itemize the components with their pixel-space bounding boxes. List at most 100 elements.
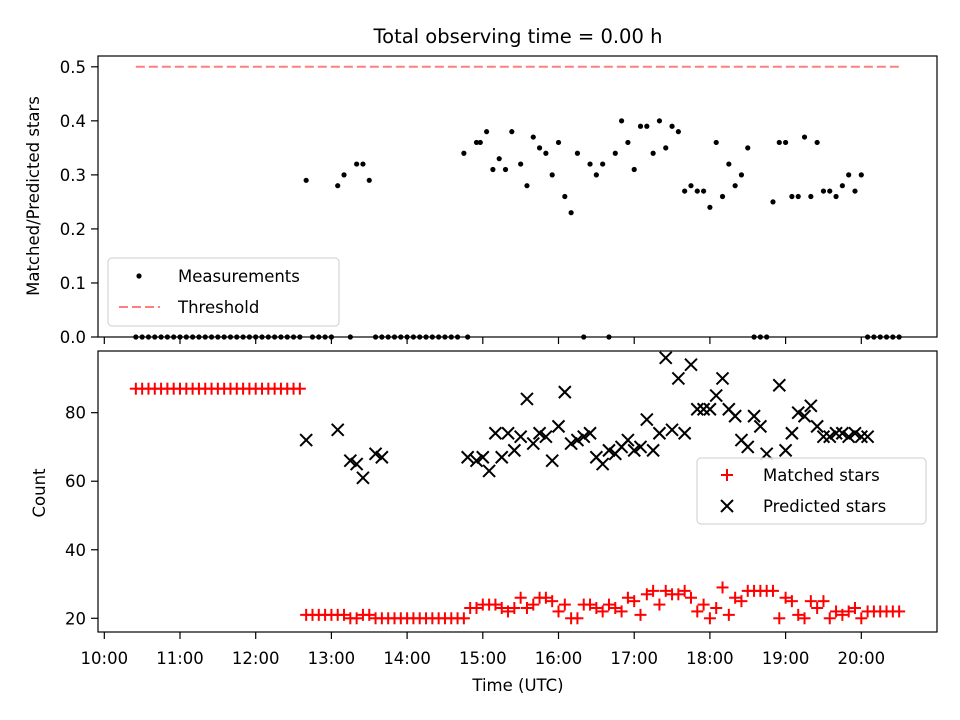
legend-threshold-label: Threshold xyxy=(177,298,259,317)
matched-star-point xyxy=(703,612,716,625)
ratio-y-tick-label: 0.5 xyxy=(60,58,86,77)
matched-stars-points xyxy=(129,382,906,625)
matched-star-point xyxy=(350,612,363,625)
predicted-star-stroke-b xyxy=(368,447,383,461)
measurement-point xyxy=(490,166,496,173)
measurement-point xyxy=(530,134,536,140)
measurement-point xyxy=(637,123,644,129)
predicted-star-point xyxy=(551,419,566,434)
predicted-star-point xyxy=(520,392,534,406)
matched-star-point xyxy=(691,605,704,618)
measurement-point xyxy=(808,193,814,200)
measurement-point xyxy=(827,188,833,194)
predicted-star-stroke-b xyxy=(570,433,585,447)
measurement-point xyxy=(688,183,694,189)
measurement-point xyxy=(732,183,738,189)
count-x-tick-label: 20:00 xyxy=(838,649,886,668)
matched-star-point xyxy=(508,602,521,615)
predicted-star-point xyxy=(495,450,509,464)
matched-star-point xyxy=(811,602,824,615)
predicted-star-stroke-b xyxy=(602,443,616,458)
count-y-tick-label: 80 xyxy=(65,404,86,423)
count-legend: Matched stars Predicted stars xyxy=(696,457,927,525)
measurement-point xyxy=(783,139,789,146)
ratio-y-axis-ticks: 0.0 0.1 0.2 0.3 0.4 0.5 xyxy=(60,58,98,347)
measurement-point xyxy=(593,172,599,178)
matched-star-point xyxy=(659,584,672,597)
measurement-point xyxy=(473,139,480,146)
measurement-point xyxy=(682,188,688,194)
count-y-tick-label: 20 xyxy=(65,609,86,628)
matched-star-point xyxy=(552,605,565,618)
measurement-point xyxy=(776,139,782,146)
matched-star-point xyxy=(766,584,779,597)
predicted-star-point xyxy=(816,429,831,444)
predicted-star-stroke-b xyxy=(829,426,843,440)
predicted-star-point xyxy=(747,409,761,423)
predicted-star-stroke-b xyxy=(734,433,749,447)
matched-star-point xyxy=(817,595,830,608)
measurement-point xyxy=(524,183,530,189)
predicted-star-stroke-b xyxy=(460,450,475,464)
matched-star-point xyxy=(602,598,615,611)
predicted-star-stroke-b xyxy=(791,405,805,420)
predicted-star-stroke-b xyxy=(665,423,679,437)
count-x-tick-label: 19:00 xyxy=(762,649,810,668)
predicted-star-point xyxy=(772,378,787,392)
predicted-star-point xyxy=(690,402,704,416)
predicted-star-stroke-b xyxy=(513,429,528,444)
predicted-star-stroke-b xyxy=(703,402,717,416)
predicted-star-stroke-b xyxy=(589,450,604,464)
count-x-axis-label: Time (UTC) xyxy=(471,676,563,695)
ratio-y-tick-label: 0.0 xyxy=(60,328,86,347)
matched-star-point xyxy=(495,602,508,615)
predicted-star-point xyxy=(785,426,799,440)
predicted-star-stroke-b xyxy=(526,436,540,451)
measurement-point xyxy=(568,210,574,216)
ratio-legend-box xyxy=(107,257,340,327)
predicted-star-stroke-b xyxy=(640,412,654,427)
matched-star-point xyxy=(293,382,306,395)
measurement-point xyxy=(833,193,839,200)
measurement-point xyxy=(694,188,700,194)
predicted-star-point xyxy=(797,409,812,423)
predicted-star-point xyxy=(513,429,528,444)
predicted-stars-points xyxy=(299,351,875,485)
predicted-star-point xyxy=(829,426,843,440)
predicted-star-point xyxy=(501,426,515,440)
measurement-point xyxy=(846,172,852,178)
matched-star-point xyxy=(527,598,540,611)
measurement-point xyxy=(335,183,341,189)
predicted-star-stroke-b xyxy=(482,464,496,478)
count-x-tick-label: 12:00 xyxy=(232,649,280,668)
measurement-point xyxy=(669,123,675,129)
matched-star-point xyxy=(647,584,660,597)
predicted-star-point xyxy=(633,440,648,454)
predicted-star-point xyxy=(810,419,824,434)
predicted-star-stroke-b xyxy=(299,433,313,447)
matched-star-point xyxy=(697,598,710,611)
predicted-star-point xyxy=(671,371,686,386)
predicted-star-point xyxy=(677,426,692,440)
measurement-point xyxy=(719,193,726,200)
measurement-point xyxy=(549,172,555,178)
matched-star-point xyxy=(672,588,685,601)
ratio-y-tick-label: 0.2 xyxy=(60,220,86,239)
predicted-star-stroke-b xyxy=(696,402,711,416)
ratio-y-tick-label: 0.1 xyxy=(60,274,86,293)
predicted-star-stroke-b xyxy=(854,429,869,444)
matched-star-point xyxy=(735,595,748,608)
matched-star-point xyxy=(848,602,861,615)
ratio-chart: Total observing time = 0.00 h Matched/Pr… xyxy=(24,25,938,347)
matched-star-point xyxy=(514,591,527,604)
predicted-star-point xyxy=(696,402,711,416)
measurement-point xyxy=(587,161,593,167)
measurement-point xyxy=(518,161,524,167)
predicted-star-point xyxy=(665,423,679,437)
predicted-star-stroke-b xyxy=(539,429,553,444)
measurement-point xyxy=(839,183,845,189)
measurement-point xyxy=(650,150,656,156)
predicted-star-stroke-b xyxy=(741,440,755,454)
predicted-star-point xyxy=(583,426,597,440)
